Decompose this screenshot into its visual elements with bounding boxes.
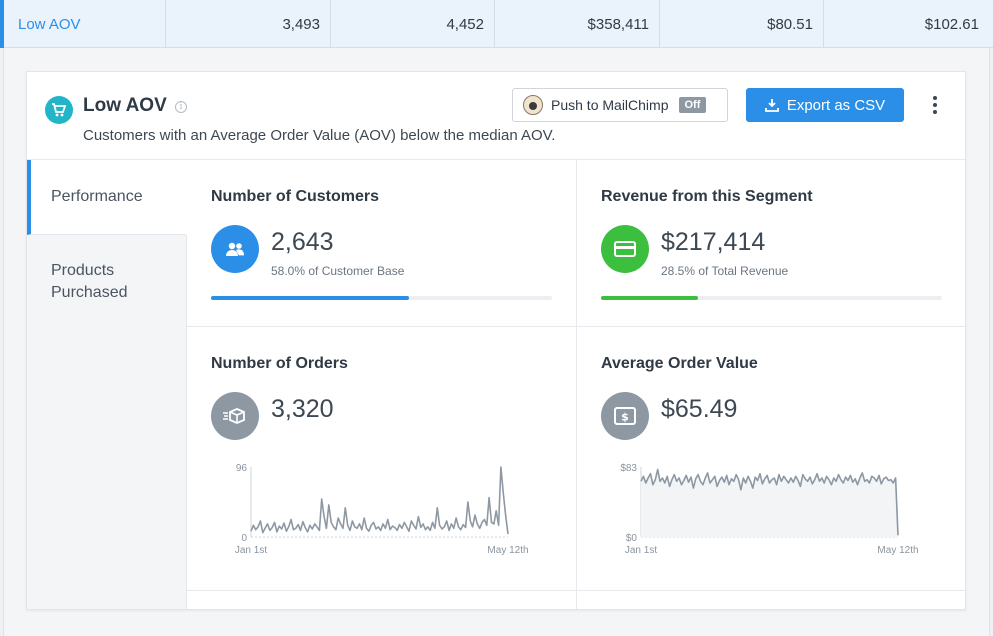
aov-metric-panel: Average Order Value $ $65.49 $83 $0 Jan 1s… (577, 327, 967, 591)
summary-orders: 4,452 (331, 0, 495, 48)
segment-detail-card: Low AOV i Customers with an Average Orde… (26, 71, 967, 610)
mailchimp-toggle-state[interactable]: Off (678, 97, 707, 113)
aov-chart-series-line (640, 468, 899, 536)
aov-chart-y-tick-label: $0 (626, 533, 638, 544)
tab-performance[interactable]: Performance (27, 160, 187, 235)
orders-metric-panel: Number of Orders 3,320 96 0 Jan 1st May 12t… (187, 327, 577, 591)
info-icon[interactable]: i (175, 101, 187, 113)
segment-summary-row[interactable]: Low AOV 3,493 4,452 $358,411 $80.51 $102… (0, 0, 993, 48)
orders-chart-x-tick-label: May 12th (487, 545, 528, 556)
orders-title: Number of Orders (211, 355, 348, 372)
lower-panel (187, 591, 577, 609)
mailchimp-label: Push to MailChimp (551, 97, 669, 113)
download-icon (764, 99, 779, 112)
revenue-subtitle: 28.5% of Total Revenue (661, 264, 789, 278)
segment-title: Low AOV (83, 95, 167, 116)
money-icon: $ (601, 392, 649, 440)
customers-title: Number of Customers (211, 188, 380, 205)
export-csv-label: Export as CSV (786, 96, 886, 114)
revenue-value: $217,414 (661, 228, 766, 256)
orders-chart-series-line (250, 466, 509, 535)
revenue-title: Revenue from this Segment (601, 188, 813, 205)
row-selected-indicator (0, 0, 4, 48)
revenue-progress-fill (601, 296, 699, 300)
export-csv-button[interactable]: Export as CSV (746, 88, 904, 122)
card-header: Low AOV i Customers with an Average Orde… (27, 72, 965, 160)
summary-revenue: $358,411 (495, 0, 660, 48)
aov-value: $65.49 (661, 395, 738, 423)
segment-name-link[interactable]: Low AOV (0, 0, 166, 48)
customers-subtitle: 58.0% of Customer Base (271, 264, 405, 278)
tab-products-purchased[interactable]: Products Purchased (51, 262, 128, 301)
credit-card-icon (601, 225, 649, 273)
segment-tabs: Performance Products Purchased (27, 160, 187, 609)
aov-chart-area (641, 469, 898, 537)
aov-chart-y-tick-label: $83 (620, 463, 637, 474)
segment-description: Customers with an Average Order Value (A… (83, 127, 556, 144)
customers-progress-track (211, 296, 552, 300)
summary-aov: $80.51 (660, 0, 824, 48)
aov-chart-x-tick-label: May 12th (877, 545, 918, 556)
orders-value: 3,320 (271, 395, 334, 423)
more-options-icon[interactable] (929, 94, 941, 116)
aov-chart-x-tick-label: Jan 1st (625, 545, 657, 556)
summary-customers: 3,493 (166, 0, 331, 48)
summary-other: $102.61 (924, 15, 979, 33)
orders-chart-y-tick-label: 96 (236, 463, 248, 474)
aov-title: Average Order Value (601, 355, 758, 372)
push-to-mailchimp-button[interactable]: Push to MailChimp Off (512, 88, 728, 122)
shopping-cart-icon (45, 96, 73, 124)
orders-chart-x-tick-label: Jan 1st (235, 545, 267, 556)
orders-chart-y-tick-label: 0 (241, 533, 247, 544)
customers-value: 2,643 (271, 228, 334, 256)
svg-text:$: $ (621, 411, 629, 424)
box-icon (211, 392, 259, 440)
users-icon (211, 225, 259, 273)
mailchimp-logo-icon (523, 95, 543, 115)
revenue-progress-track (601, 296, 942, 300)
revenue-metric-panel: Revenue from this Segment $217,414 28.5%… (577, 160, 967, 327)
customers-progress-fill (211, 296, 409, 300)
customers-metric-panel: Number of Customers 2,643 58.0% of Custo… (187, 160, 577, 327)
